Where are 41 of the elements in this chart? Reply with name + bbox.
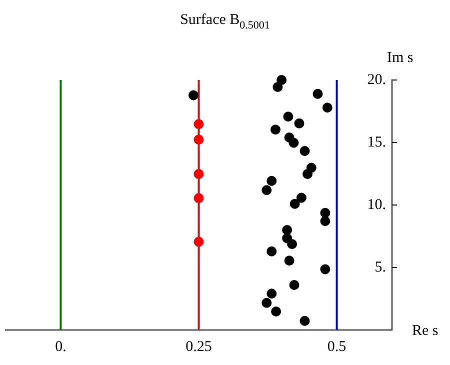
point — [194, 236, 204, 247]
point — [288, 138, 299, 148]
point — [270, 124, 280, 135]
point — [320, 216, 330, 226]
point — [294, 118, 304, 128]
y-tick-label: 5. — [374, 259, 386, 276]
y-tick-label: 15. — [367, 134, 386, 150]
point — [271, 306, 282, 316]
point — [272, 82, 283, 92]
x-axis-title: Re s — [412, 323, 438, 339]
y-axis-title: Im s — [387, 50, 414, 66]
point — [188, 90, 199, 100]
point — [289, 280, 300, 290]
point — [266, 246, 277, 256]
y-tick-label: 20. — [367, 72, 386, 88]
point — [266, 288, 277, 299]
point — [262, 185, 272, 196]
point — [322, 102, 332, 113]
point — [282, 225, 292, 235]
point — [194, 119, 204, 130]
point — [300, 146, 310, 156]
point — [302, 169, 313, 179]
point — [194, 169, 204, 179]
point — [296, 192, 306, 203]
point — [312, 88, 323, 99]
point — [266, 176, 277, 186]
point — [194, 193, 204, 204]
x-tick-label: 0.5 — [327, 338, 346, 355]
point — [287, 239, 298, 250]
point — [284, 256, 294, 266]
point — [320, 208, 330, 218]
point — [283, 112, 294, 122]
point — [262, 298, 272, 308]
point — [276, 75, 287, 85]
point — [300, 316, 310, 326]
point — [194, 134, 204, 145]
x-tick-label: 0.25 — [186, 338, 212, 355]
point — [290, 198, 300, 209]
point — [320, 264, 330, 274]
y-tick-label: 10. — [367, 196, 386, 213]
x-tick-label: 0. — [55, 338, 66, 355]
